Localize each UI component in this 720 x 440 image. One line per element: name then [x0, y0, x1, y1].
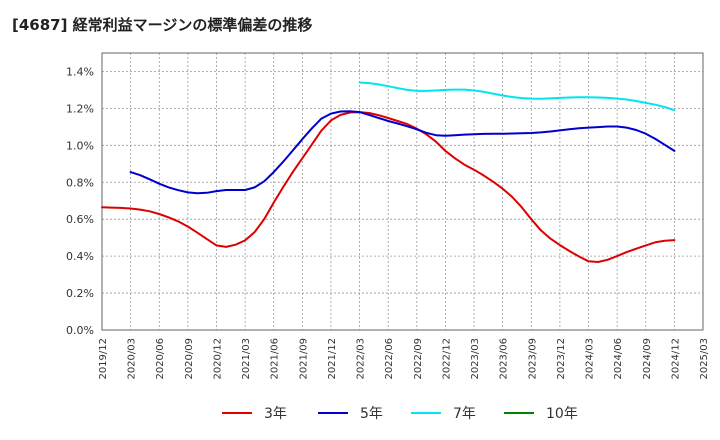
- x-tick-label: 2023/03: [470, 338, 481, 380]
- series-line-3年: [101, 111, 676, 263]
- x-tick-label: 2021/12: [327, 338, 338, 380]
- x-tick-label: 2025/03: [699, 338, 710, 380]
- plot-frame: [101, 52, 704, 331]
- x-tick-label: 2020/09: [184, 338, 195, 380]
- x-tick-label: 2021/03: [241, 338, 252, 380]
- y-tick-label: 0.0%: [66, 324, 94, 337]
- x-tick-label: 2020/12: [212, 338, 223, 380]
- chart-title: [4687] 経常利益マージンの標準偏差の推移: [12, 16, 313, 34]
- x-tick-label: 2023/06: [499, 338, 510, 380]
- plot-area: [102, 53, 703, 330]
- x-tick-label: 2019/12: [98, 338, 109, 380]
- x-tick-label: 2024/09: [642, 338, 653, 380]
- x-tick-label: 2022/09: [413, 338, 424, 380]
- x-tick-label: 2021/09: [298, 338, 309, 380]
- legend-label: 3年: [264, 406, 287, 422]
- x-tick-label: 2022/12: [441, 338, 452, 380]
- x-tick-label: 2021/06: [270, 338, 281, 380]
- y-tick-label: 1.4%: [66, 65, 94, 78]
- y-tick-label: 0.6%: [66, 213, 94, 226]
- x-tick-label: 2023/12: [556, 338, 567, 380]
- x-tick-label: 2024/06: [613, 338, 624, 380]
- series-line-5年: [129, 110, 676, 195]
- legend-label: 10年: [546, 406, 578, 422]
- series-line-7年: [358, 81, 676, 112]
- y-tick-label: 0.4%: [66, 250, 94, 263]
- y-tick-label: 1.2%: [66, 102, 94, 115]
- y-tick-label: 0.8%: [66, 176, 94, 189]
- legend-label: 7年: [453, 406, 476, 422]
- x-tick-label: 2024/12: [670, 338, 681, 380]
- x-tick-label: 2023/09: [527, 338, 538, 380]
- y-tick-label: 0.2%: [66, 287, 94, 300]
- x-tick-label: 2020/06: [155, 338, 166, 380]
- x-tick-label: 2024/03: [585, 338, 596, 380]
- y-tick-label: 1.0%: [66, 139, 94, 152]
- x-tick-label: 2022/06: [384, 338, 395, 380]
- x-tick-label: 2022/03: [356, 338, 367, 380]
- x-tick-label: 2020/03: [127, 338, 138, 380]
- legend-label: 5年: [360, 406, 383, 422]
